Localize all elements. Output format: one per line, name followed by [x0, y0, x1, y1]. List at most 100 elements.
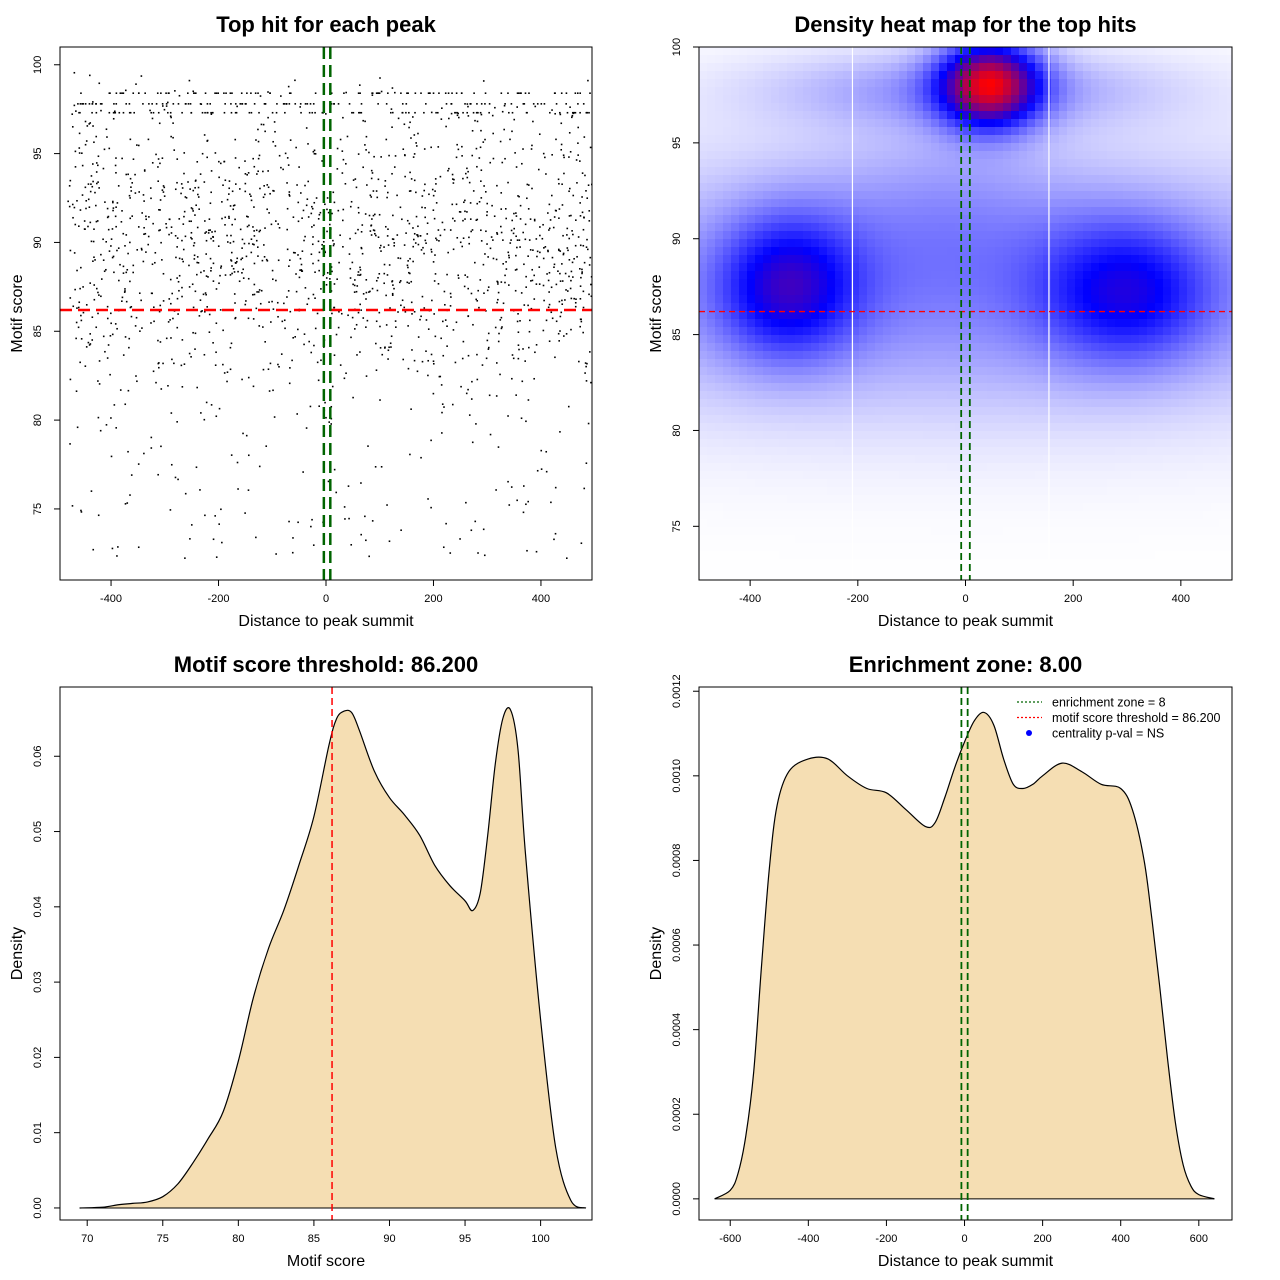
- heatmap-cell: [947, 159, 956, 168]
- data-point: [396, 194, 398, 197]
- heatmap-cell: [923, 71, 932, 80]
- heatmap-cell: [739, 55, 748, 64]
- data-point: [517, 313, 519, 315]
- heatmap-cell: [947, 271, 956, 280]
- heatmap-cell: [835, 367, 844, 376]
- heatmap-cell: [843, 407, 852, 416]
- data-point: [89, 221, 92, 224]
- heatmap-cell: [867, 423, 876, 432]
- heatmap-cell: [795, 135, 804, 144]
- heatmap-cell: [1003, 519, 1012, 528]
- data-point: [388, 154, 390, 157]
- heatmap-cell: [987, 159, 996, 168]
- heatmap-cell: [1043, 103, 1052, 112]
- data-point: [145, 251, 147, 253]
- heatmap-cell: [835, 423, 844, 432]
- data-point: [152, 222, 154, 225]
- heatmap-cell: [859, 143, 868, 152]
- heatmap-cell: [811, 471, 820, 480]
- data-point: [167, 384, 169, 387]
- heatmap-cell: [763, 295, 772, 304]
- data-point: [159, 304, 162, 307]
- heatmap-cell: [939, 167, 948, 176]
- heatmap-cell: [779, 47, 788, 56]
- data-point: [121, 296, 124, 299]
- data-point: [321, 111, 324, 114]
- heatmap-cell: [1043, 175, 1052, 184]
- heatmap-cell: [771, 511, 780, 520]
- data-point: [548, 229, 550, 231]
- heatmap-cell: [795, 159, 804, 168]
- heatmap-cell: [939, 151, 948, 160]
- heatmap-cell: [1027, 231, 1036, 240]
- heatmap-cell: [803, 55, 812, 64]
- data-point: [98, 187, 100, 189]
- data-point: [561, 204, 564, 206]
- data-point: [124, 290, 126, 292]
- data-point: [212, 262, 215, 265]
- heatmap-cell: [803, 375, 812, 384]
- heatmap-cell: [811, 127, 820, 136]
- data-point: [562, 154, 565, 157]
- data-point: [584, 174, 586, 177]
- heatmap-cell: [955, 479, 964, 488]
- heatmap-cell: [875, 159, 884, 168]
- data-point: [497, 281, 499, 283]
- heatmap-cell: [875, 559, 884, 568]
- heatmap-cell: [955, 87, 964, 96]
- data-point: [176, 237, 179, 239]
- data-point: [90, 240, 93, 243]
- heatmap-cell: [995, 455, 1004, 464]
- heatmap-cell: [899, 279, 908, 288]
- data-point: [559, 431, 561, 433]
- heatmap-cell: [891, 135, 900, 144]
- heatmap-cell: [739, 527, 748, 536]
- data-point: [576, 182, 578, 184]
- heatmap-cell: [923, 103, 932, 112]
- data-point: [178, 274, 181, 277]
- heatmap-cell: [899, 359, 908, 368]
- data-point: [119, 389, 122, 391]
- heatmap-cell: [835, 311, 844, 320]
- heatmap-cell: [1019, 359, 1028, 368]
- data-point: [214, 230, 216, 233]
- heatmap-cell: [755, 167, 764, 176]
- data-point: [129, 306, 132, 309]
- heatmap-cell: [931, 463, 940, 472]
- heatmap-cell: [739, 503, 748, 512]
- heatmap-cell: [803, 511, 812, 520]
- data-point: [241, 103, 244, 105]
- heatmap-cell: [715, 71, 724, 80]
- data-point: [470, 292, 473, 295]
- data-point: [207, 276, 209, 278]
- data-point: [550, 286, 553, 289]
- heatmap-cell: [723, 431, 732, 440]
- data-point: [84, 228, 86, 230]
- heatmap-cell: [731, 463, 740, 472]
- data-point: [304, 287, 307, 289]
- heatmap-cell: [763, 207, 772, 216]
- data-point: [89, 190, 92, 193]
- data-point: [223, 160, 226, 163]
- heatmap-cell: [779, 263, 788, 272]
- heatmap-cell: [947, 119, 956, 128]
- heatmap-cell: [883, 559, 892, 568]
- data-point: [308, 340, 310, 343]
- heatmap-cell: [811, 503, 820, 512]
- data-point: [159, 162, 161, 165]
- data-point: [330, 405, 333, 408]
- heatmap-cell: [747, 439, 756, 448]
- data-point: [423, 111, 425, 114]
- data-point: [548, 291, 550, 293]
- data-point: [239, 228, 242, 231]
- heatmap-cell: [923, 479, 932, 488]
- heatmap-cell: [819, 303, 828, 312]
- heatmap-cell: [827, 159, 836, 168]
- data-point: [497, 283, 499, 285]
- heatmap-cell: [867, 439, 876, 448]
- heatmap-cell: [947, 303, 956, 312]
- heatmap-cell: [891, 527, 900, 536]
- heatmap-cell: [907, 247, 916, 256]
- heatmap-cell: [723, 343, 732, 352]
- data-point: [486, 202, 489, 205]
